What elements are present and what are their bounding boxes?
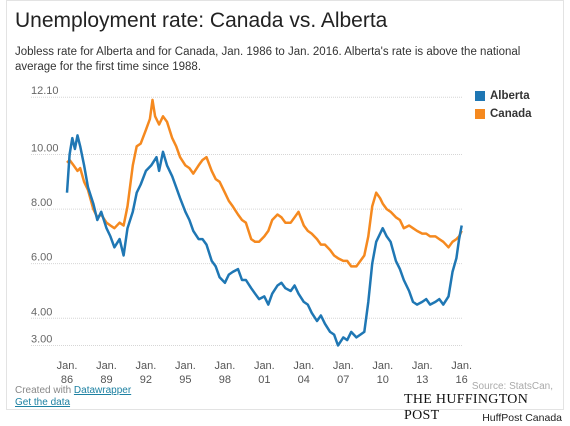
x-tick-label: 98 bbox=[219, 374, 231, 386]
x-tick-label: Jan. bbox=[96, 360, 117, 372]
legend-swatch-canada bbox=[475, 109, 485, 119]
brand-logo: THE HUFFINGTON POST bbox=[404, 392, 529, 423]
legend-item-alberta: Alberta bbox=[475, 87, 532, 105]
y-tick-label: 3.00 bbox=[31, 334, 52, 346]
x-tick-label: 10 bbox=[377, 374, 389, 386]
source-text: Source: StatsCan, bbox=[471, 381, 553, 392]
x-tick-label: Jan. bbox=[412, 360, 433, 372]
chart-subtitle: Jobless rate for Alberta and for Canada,… bbox=[15, 46, 521, 73]
created-with-text: Created with bbox=[15, 385, 72, 396]
y-tick-label: 10.00 bbox=[31, 143, 59, 155]
chart-footer: Created with Datawrapper Get the data bbox=[15, 385, 131, 409]
x-tick-label: Jan. bbox=[57, 360, 78, 372]
x-tick-label: Jan. bbox=[254, 360, 275, 372]
x-tick-label: 04 bbox=[298, 374, 310, 386]
x-tick-label: Jan. bbox=[175, 360, 196, 372]
chart-card: Unemployment rate: Canada vs. Alberta Jo… bbox=[6, 0, 564, 423]
y-tick-label: 8.00 bbox=[31, 197, 52, 209]
x-tick-label: 16 bbox=[456, 374, 468, 386]
x-tick-label: Jan. bbox=[293, 360, 314, 372]
x-tick-label: 89 bbox=[100, 374, 112, 386]
photo-credit: HuffPost Canada bbox=[482, 412, 562, 424]
series-line-canada bbox=[66, 98, 463, 268]
datawrapper-link[interactable]: Datawrapper bbox=[73, 385, 132, 396]
x-tick-label: 92 bbox=[140, 374, 152, 386]
x-tick-label: 07 bbox=[337, 374, 349, 386]
legend-item-canada: Canada bbox=[475, 105, 532, 123]
legend-label-alberta: Alberta bbox=[490, 90, 530, 102]
chart-title: Unemployment rate: Canada vs. Alberta bbox=[15, 9, 388, 32]
x-tick-label: Jan. bbox=[372, 360, 393, 372]
x-tick-label: 01 bbox=[258, 374, 270, 386]
x-tick-label: Jan. bbox=[214, 360, 235, 372]
x-tick-label: 13 bbox=[416, 374, 428, 386]
chart-legend: Alberta Canada bbox=[475, 87, 532, 123]
legend-swatch-alberta bbox=[475, 91, 485, 101]
x-tick-label: Jan. bbox=[333, 360, 354, 372]
x-tick-label: 95 bbox=[179, 374, 191, 386]
legend-label-canada: Canada bbox=[490, 108, 532, 120]
get-data-link[interactable]: Get the data bbox=[15, 397, 71, 408]
line-chart: 12.10 10.00 8.00 6.00 4.00 3.00 Jan. 86 Jan. 89 Ja… bbox=[31, 85, 472, 386]
series-line-alberta bbox=[65, 134, 463, 347]
y-tick-label: 4.00 bbox=[31, 306, 52, 318]
y-tick-label: 12.10 bbox=[31, 85, 59, 97]
x-tick-label: 86 bbox=[61, 374, 73, 386]
x-tick-label: Jan. bbox=[451, 360, 472, 372]
y-tick-label: 6.00 bbox=[31, 252, 52, 264]
x-tick-label: Jan. bbox=[136, 360, 157, 372]
